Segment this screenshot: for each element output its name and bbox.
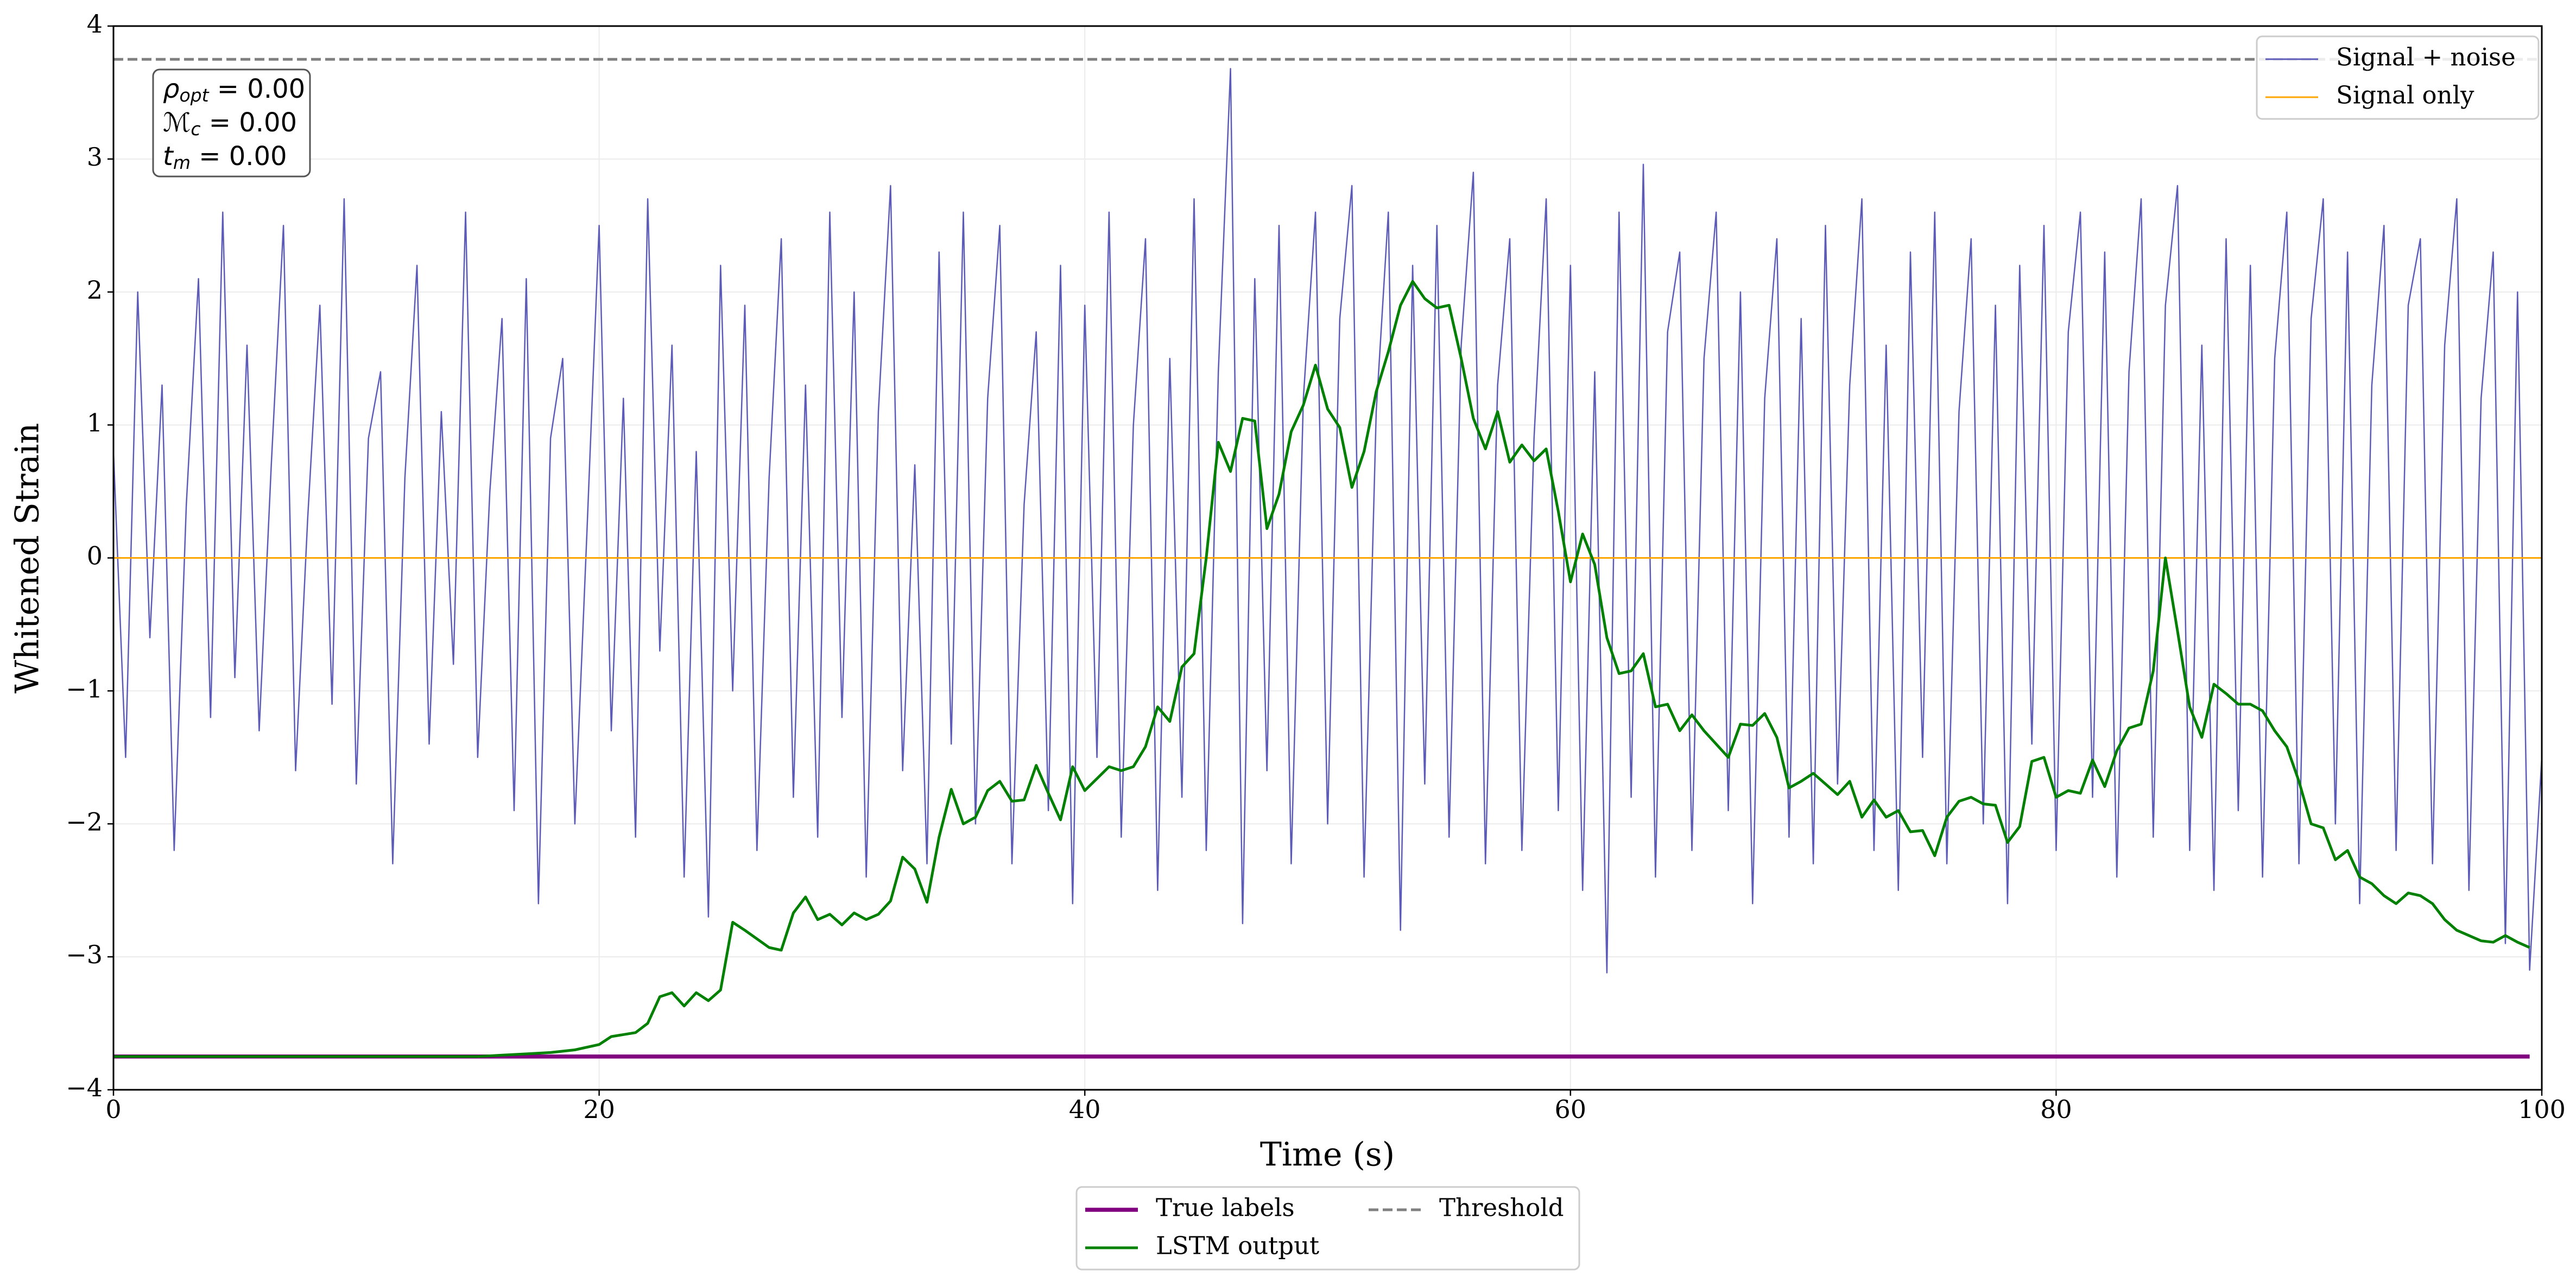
annotation-frame [152,68,311,178]
x-tick-label: 80 [2040,1095,2072,1124]
annotation-subscript: m [173,152,191,173]
y-tick-label: −4 [66,1073,103,1102]
plot-lines [113,58,2542,1059]
legend-label: Threshold [1439,1193,1564,1222]
legend-label: LSTM output [1156,1232,1319,1260]
legend-label: Signal + noise [2336,43,2516,72]
annotation-text: ℳc = 0.00 [163,108,297,140]
x-tick-label: 40 [1069,1095,1101,1124]
y-tick-label: 1 [87,408,103,438]
series-line [113,280,2530,1058]
y-tick-label: 4 [87,9,103,39]
annotation-symbol: t [163,141,174,172]
y-tick-label: −2 [66,807,103,836]
legend-label: True labels [1156,1193,1295,1222]
x-axis-label: Time (s) [1260,1136,1395,1174]
annotation-value: = 0.00 [191,141,287,172]
annotation-value: = 0.00 [200,108,297,138]
y-tick-label: 2 [87,275,103,305]
annotation-text: tm = 0.00 [163,141,287,173]
legend-label: Signal only [2336,81,2474,110]
y-tick-label: −1 [66,674,103,703]
annotation-text: ρopt = 0.00 [163,74,305,106]
annotation-symbol: ℳ [163,108,191,138]
y-tick-label: 0 [87,541,103,571]
y-tick-label: 3 [87,142,103,172]
y-axis-label: Whitened Strain [9,423,47,693]
annotation-subscript: c [191,118,200,140]
annotation-subscript: opt [179,85,209,106]
x-tick-label: 100 [2518,1095,2566,1124]
legend-frame [1075,1186,1580,1271]
x-tick-label: 60 [1555,1095,1587,1124]
y-tick-label: −3 [66,940,103,969]
annotation-value: = 0.00 [209,74,306,104]
ticks: 0 20 40 60 80 100 −4 −3 −2 −1 0 1 2 3 4 [66,9,2566,1124]
legends: Signal + noise Signal only True labels LSTM… [1075,35,2540,1271]
x-tick-label: 20 [583,1095,615,1124]
series-line [113,68,2542,974]
annotation-symbol: ρ [163,74,179,104]
x-tick-label: 0 [105,1095,121,1124]
legend-frame [2256,35,2540,120]
